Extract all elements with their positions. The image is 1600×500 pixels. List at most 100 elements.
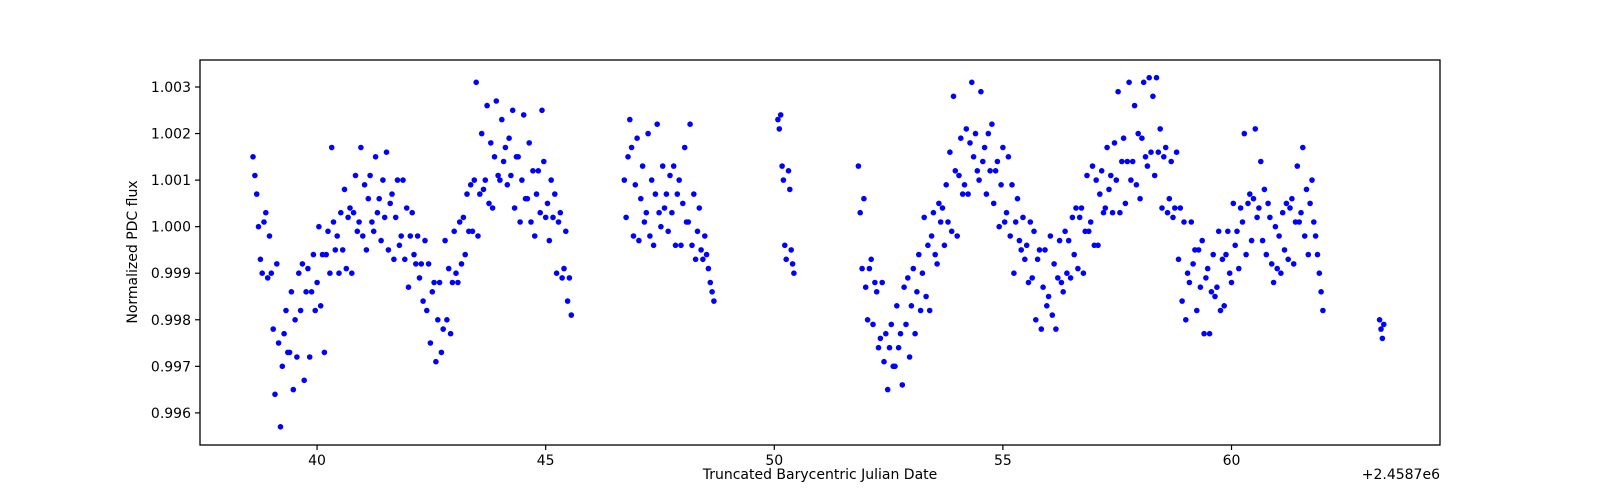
data-point: [1075, 265, 1081, 272]
data-point: [1201, 330, 1207, 337]
x-tick-label: 60: [1223, 453, 1241, 469]
data-point: [250, 154, 256, 160]
data-point: [645, 130, 651, 137]
data-point: [1217, 307, 1224, 314]
data-point: [1237, 205, 1244, 211]
data-point: [297, 307, 304, 314]
data-point: [480, 186, 487, 193]
data-point: [1276, 233, 1282, 239]
data-point: [435, 317, 441, 323]
data-point: [288, 289, 295, 295]
data-point: [526, 140, 532, 146]
data-point: [334, 233, 341, 239]
data-point: [566, 275, 573, 281]
data-point: [535, 168, 542, 174]
data-point: [1137, 195, 1143, 202]
data-point: [1226, 270, 1233, 277]
data-point: [1027, 219, 1034, 225]
data-point: [641, 219, 648, 225]
data-point: [261, 219, 267, 225]
data-point: [383, 149, 390, 155]
data-point: [1126, 79, 1132, 86]
data-point: [281, 330, 287, 337]
data-point: [272, 391, 278, 398]
data-point: [777, 112, 784, 118]
data-point: [475, 233, 481, 239]
data-point: [912, 330, 918, 337]
data-point: [1188, 219, 1195, 225]
data-point: [1175, 256, 1182, 263]
data-point: [339, 247, 346, 253]
data-point: [670, 163, 677, 169]
data-point: [989, 121, 995, 127]
data-point: [1219, 256, 1226, 263]
data-point: [1142, 154, 1149, 160]
data-point: [908, 303, 915, 309]
data-point: [328, 144, 335, 151]
data-point: [680, 200, 686, 207]
data-point: [361, 182, 368, 188]
data-point: [1281, 247, 1288, 253]
data-point: [972, 130, 979, 137]
data-point: [263, 209, 269, 216]
data-point: [325, 228, 331, 235]
data-point: [970, 154, 977, 160]
data-point: [380, 177, 386, 183]
data-point: [1060, 289, 1066, 295]
data-point: [321, 349, 328, 356]
data-point: [1278, 270, 1284, 277]
data-point: [930, 209, 937, 216]
data-point: [875, 344, 882, 351]
data-point: [674, 191, 681, 197]
data-point: [1117, 209, 1123, 216]
data-point: [1212, 293, 1218, 300]
x-tick-label: 40: [308, 453, 326, 469]
data-point: [1311, 219, 1317, 225]
data-point: [663, 191, 670, 197]
data-point: [1155, 149, 1162, 155]
data-point: [1307, 200, 1313, 207]
data-point: [877, 335, 884, 342]
data-point: [1122, 200, 1129, 207]
data-point: [630, 233, 637, 239]
data-point: [634, 135, 640, 141]
data-point: [1183, 317, 1189, 323]
data-point: [1195, 247, 1202, 253]
data-point: [1084, 172, 1090, 179]
data-point: [1067, 275, 1074, 281]
data-point: [1148, 149, 1154, 155]
data-point: [345, 214, 351, 221]
data-point: [1011, 270, 1017, 277]
data-point: [268, 270, 275, 277]
data-point: [1263, 251, 1270, 258]
data-point: [1007, 233, 1013, 239]
data-point: [1228, 279, 1235, 286]
data-point: [1223, 251, 1229, 258]
data-point: [314, 279, 320, 286]
data-point: [1036, 247, 1043, 253]
data-point: [914, 289, 920, 295]
y-tick-label: 0.996: [151, 406, 191, 422]
data-point: [1303, 186, 1310, 193]
data-point: [983, 191, 990, 197]
data-point: [1129, 158, 1136, 165]
data-point: [400, 177, 406, 183]
data-point: [464, 191, 470, 197]
data-point: [861, 195, 867, 202]
data-point: [1268, 261, 1275, 267]
y-tick-label: 1.001: [151, 173, 191, 189]
data-point: [286, 349, 293, 356]
data-point: [782, 242, 788, 249]
data-point: [431, 279, 437, 286]
data-point: [1071, 251, 1077, 258]
data-point: [775, 116, 781, 123]
data-point: [1289, 195, 1295, 202]
data-point: [872, 279, 878, 286]
data-point: [1168, 158, 1174, 165]
data-point: [936, 200, 942, 207]
data-point: [491, 154, 498, 160]
data-point: [546, 237, 553, 244]
data-point: [1113, 177, 1120, 183]
data-point: [1206, 330, 1213, 337]
data-point: [1055, 275, 1061, 281]
